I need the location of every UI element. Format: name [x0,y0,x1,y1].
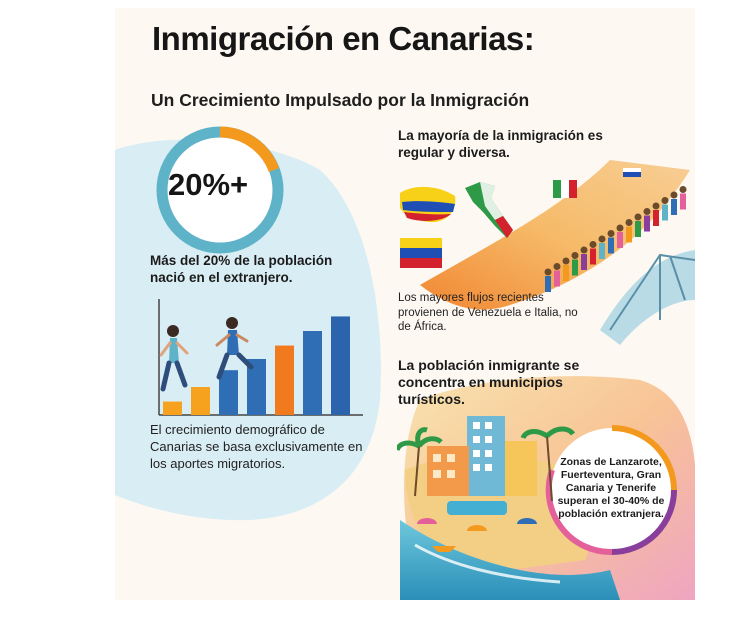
migrant-figure [554,270,560,287]
migrant-head [652,202,660,210]
resort-illustration [397,416,576,531]
growth-bar-chart [158,299,363,416]
migrant-head [616,224,624,232]
migrant-figure [671,199,677,215]
growth-bar [191,387,210,415]
migrant-figure [626,226,632,243]
migrant-figure [608,237,614,254]
migration-illustration [400,168,687,292]
growth-bar [219,370,238,415]
stat-value: 20%+ [168,167,249,202]
migrant-figure [599,243,605,259]
migrant-head [679,186,687,193]
migrant-head [643,208,651,215]
migrant-head [607,230,615,237]
percent-donut [156,126,284,254]
migrant-head [544,268,552,276]
growth-bar [163,401,182,415]
migrant-head [571,252,579,259]
growth-bar [331,316,350,415]
migrant-head [589,241,597,248]
migrant-figure [653,210,659,226]
tourism-heading: La población inmigrante se concentra en … [398,357,580,407]
migrant-figure [617,232,623,248]
migrant-figure [680,193,686,210]
stat-description: Más del 20% de la población nació en el … [150,253,333,285]
venezuela-flag-icon [400,238,442,268]
growth-bar [303,331,322,415]
tourism-circle-text: Zonas de Lanzarote, Fuerteventura, Gran … [557,456,665,520]
migrant-figure [545,276,551,292]
migrant-head [625,219,633,226]
migrant-head [670,191,678,199]
growth-caption: El crecimiento demográfico de Canarias s… [150,422,363,471]
migrant-head [598,235,606,243]
migrant-figure [644,215,650,232]
migrant-figure [590,248,596,265]
migrant-figure [563,265,569,281]
migrant-figure [581,254,587,270]
migrant-figure [635,221,641,237]
page-title: Inmigración en Canarias: [152,20,535,57]
italy-flag-icon [553,180,577,198]
infographic-card [115,8,695,600]
growth-bar [275,345,294,415]
migrant-head [562,257,570,265]
italy-map-icon [465,182,513,238]
migrant-figure [572,259,578,276]
growth-bar [247,359,266,415]
migrant-head [634,213,642,221]
origin-heading: La mayoría de la inmigración es regular … [398,128,603,160]
climbing-people-illustration [159,317,254,392]
migrant-figure [662,204,668,221]
migrant-head [553,263,561,270]
page-subtitle: Un Crecimiento Impulsado por la Inmigrac… [151,90,530,110]
migrant-head [661,197,669,204]
origin-caption: Los mayores flujos recientes provienen d… [398,292,578,333]
boat-icon [432,546,456,552]
migrant-head [580,246,588,254]
